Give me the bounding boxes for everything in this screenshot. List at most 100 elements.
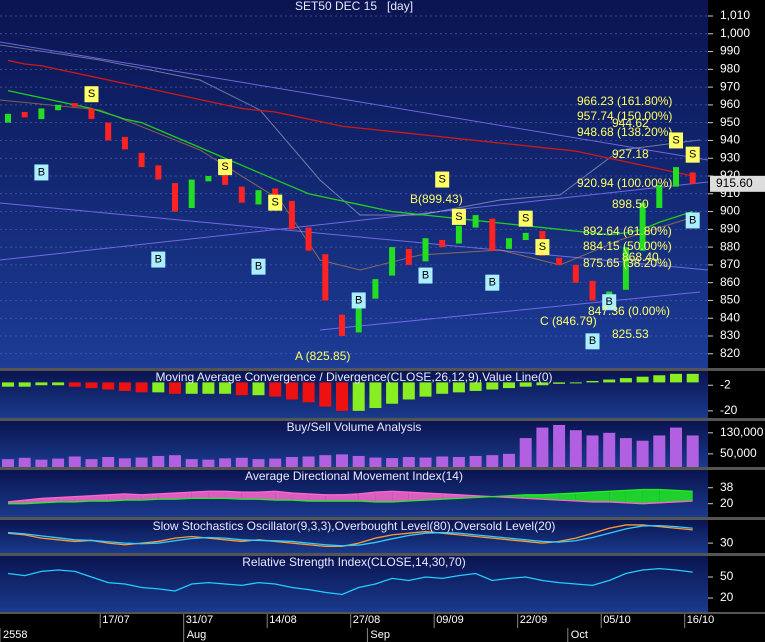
signal-box [535,239,550,256]
bar [402,457,415,467]
signal-label: B [355,294,362,306]
bar [169,455,181,467]
candle [155,165,162,180]
signal-label: B [489,277,496,289]
signal-label: B [589,335,596,347]
band-segment [124,493,142,501]
band-segment [642,489,660,504]
bar [135,457,148,467]
x-tick-label: 05/10 [603,614,631,626]
y-tick-label: 38 [720,480,734,494]
panels [0,0,765,615]
x-tick-label: 27/08 [353,614,381,626]
signal-label: S [455,211,462,223]
candle [405,248,412,265]
axis-background [708,556,765,612]
band-segment [241,492,259,500]
bar [52,458,65,467]
signal-label: B [689,214,696,226]
bar [369,382,382,409]
series-line [7,524,693,548]
bar [519,438,532,467]
bar [85,382,98,389]
bar [436,382,449,394]
panel-title: Relative Strength Index(CLOSE,14,30,70) [242,555,465,569]
candle [589,280,596,301]
band-segment [258,491,276,501]
annotation: A (825.85) [295,349,350,363]
trendline [0,202,709,271]
bar [52,382,65,386]
bar [419,457,432,467]
signal-box [151,251,166,268]
bar [185,382,198,394]
band-segment [559,493,576,502]
band-segment [208,491,226,499]
bar [619,378,632,383]
bar [436,456,449,467]
series-line [7,567,693,596]
bar [118,382,131,391]
last-price-box [710,175,765,192]
bar [302,382,315,403]
bar [686,373,699,383]
annotation: B(899.43) [410,192,463,206]
trendline [0,181,709,261]
bar [269,458,282,467]
band-segment [141,493,159,501]
y-tick-label: 890 [720,222,740,236]
signal-box [351,292,366,309]
signal-label: B [155,253,162,265]
bar [653,435,666,467]
candle [71,103,78,107]
bar [102,457,115,467]
signal-label: B [255,261,262,273]
bar [68,382,81,387]
signal-box [451,208,466,225]
bar [85,459,98,467]
bar [202,382,215,394]
band-segment [342,493,359,502]
bar [336,382,348,411]
signal-box [418,267,433,284]
x-tick-label: 16/10 [687,614,715,626]
moving-average-line [0,99,701,271]
y-tick-label: 1,000 [720,26,750,40]
annotation: 825.53 [612,327,649,341]
band-segment [225,491,242,500]
candle [656,184,663,208]
signal-label: S [539,241,546,253]
signal-box [685,212,700,229]
band-segment [375,491,393,502]
bar [386,382,399,404]
signal-label: B [606,296,613,308]
y-tick-label: 840 [720,310,740,324]
bar [469,382,482,391]
y-tick-label: 820 [720,346,740,360]
bar [68,456,81,467]
annotation: 884.15 (50.00%) [583,239,672,253]
trendline [319,291,701,331]
y-tick-label: 20 [720,590,734,604]
candle [439,240,446,248]
candle [105,122,112,141]
band-segment [74,495,92,502]
month-label: Oct [571,629,588,641]
bar [586,380,599,383]
series-line [7,490,693,505]
candle [639,202,646,251]
annotation: 892.64 (61.80%) [583,224,672,238]
bar [152,382,165,393]
signal-label: S [88,88,95,100]
bar [386,458,399,467]
annotation: 966.23 (161.80%) [577,94,672,108]
bar [586,435,599,467]
signal-box [218,159,233,176]
annotation: 944.62 [612,116,649,130]
series-line [7,90,693,236]
bar [319,382,332,407]
bar [135,382,148,393]
bar [686,435,699,467]
x-tick-label: 14/08 [269,614,297,626]
